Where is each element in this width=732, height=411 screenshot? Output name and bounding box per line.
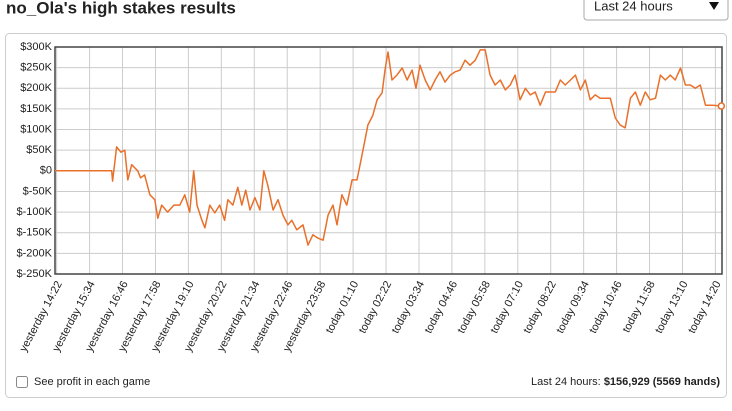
y-tick-label: $-50K (23, 185, 53, 197)
plot-area (55, 47, 722, 274)
y-tick-label: $300K (20, 41, 52, 53)
summary: Last 24 hours: $156,929 (5569 hands) (531, 376, 720, 388)
y-tick-label: $100K (20, 123, 52, 135)
checkbox[interactable] (16, 376, 28, 388)
y-tick-label: $250K (20, 62, 52, 74)
dropdown-box[interactable] (583, 0, 729, 21)
summary-value: $156,929 (5569 hands) (604, 376, 721, 388)
profit-line (55, 49, 722, 246)
dropdown-arrow (709, 2, 719, 10)
y-tick-label: $200K (20, 82, 52, 94)
y-tick-label: $150K (20, 103, 52, 115)
y-tick-label: $-250K (17, 268, 53, 280)
plot-border (54, 46, 723, 275)
dropdown-label: Last 24 hours (594, 0, 673, 13)
end-marker (717, 102, 726, 110)
summary-label: Last 24 hours: (531, 376, 601, 388)
y-tick-label: $-100K (17, 206, 53, 218)
checkbox-label[interactable]: See profit in each game (34, 376, 150, 388)
y-tick-label: $-200K (17, 247, 53, 259)
y-tick-label: $-150K (17, 227, 53, 239)
y-tick-label: $50K (26, 144, 52, 156)
chart-title: no_Ola's high stakes results (6, 0, 236, 17)
range-dropdown[interactable]: Last 24 hours (583, 0, 729, 21)
y-tick-label: $0 (40, 165, 52, 177)
